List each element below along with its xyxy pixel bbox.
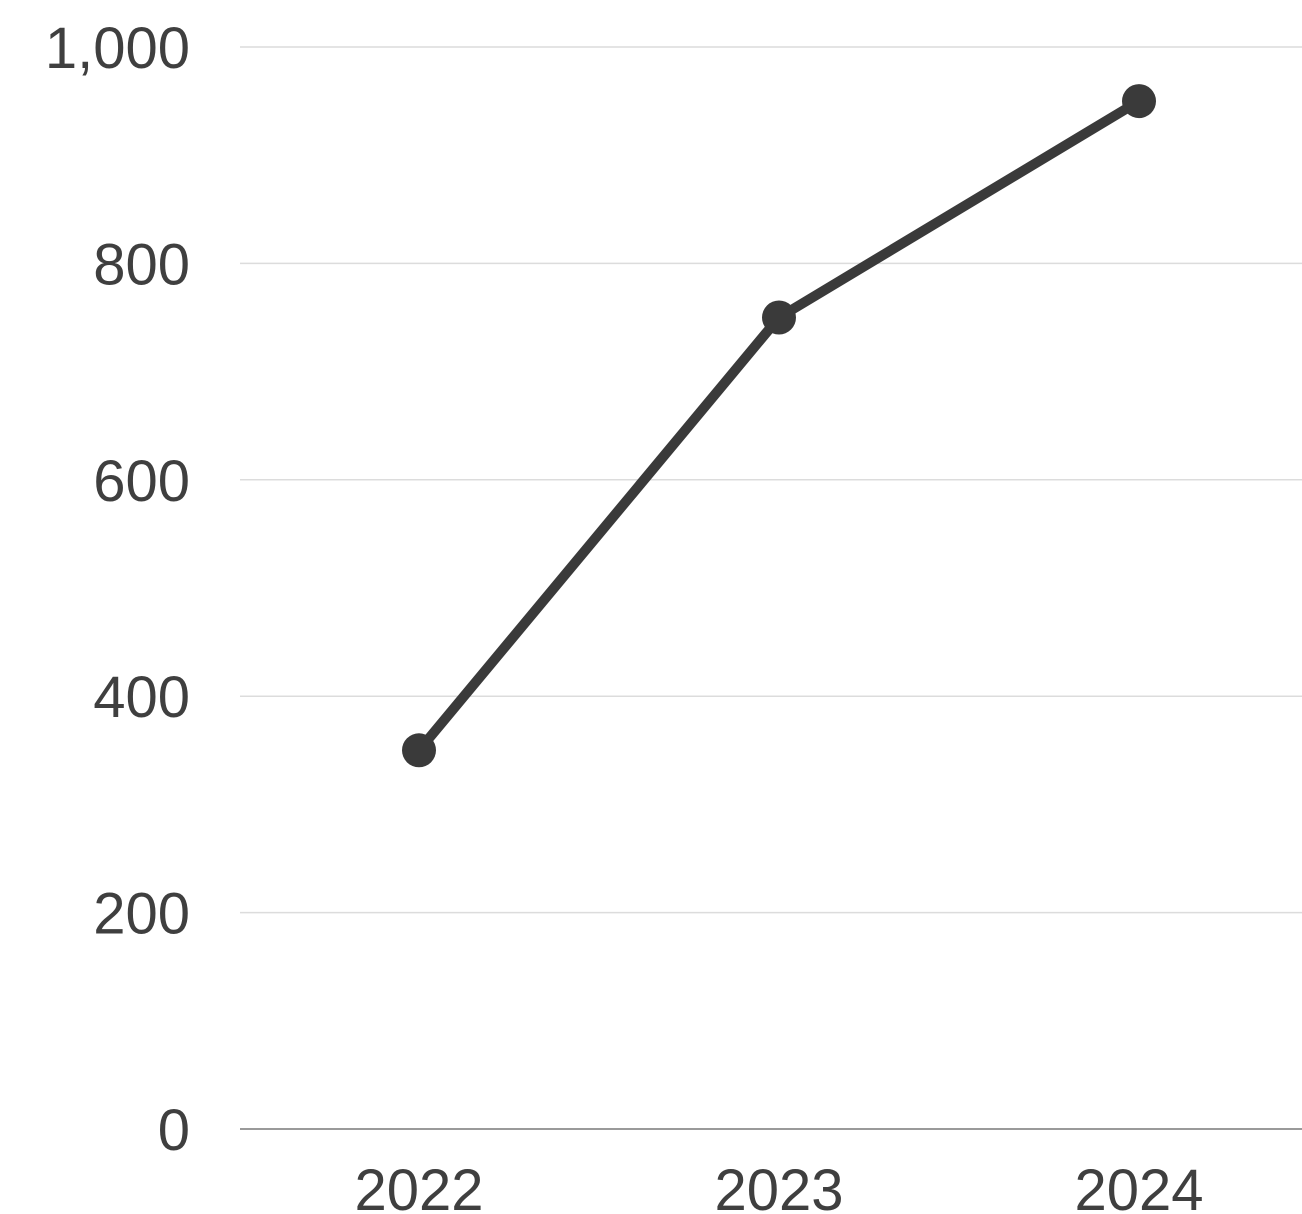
data-point xyxy=(402,733,436,768)
y-tick-label: 600 xyxy=(93,449,190,514)
y-tick-label: 800 xyxy=(93,232,190,297)
data-point xyxy=(762,300,796,335)
series xyxy=(402,84,1156,768)
y-tick-label: 0 xyxy=(158,1098,190,1163)
y-tick-label: 1,000 xyxy=(45,16,190,81)
x-tick-label: 2023 xyxy=(714,1158,843,1214)
x-axis-ticks: 2022 2023 2024 xyxy=(354,1158,1203,1214)
y-tick-label: 200 xyxy=(93,882,190,947)
x-tick-label: 2022 xyxy=(354,1158,483,1214)
series-line xyxy=(414,96,1144,756)
gridlines xyxy=(240,46,1302,1130)
x-tick-label: 2024 xyxy=(1074,1158,1203,1214)
y-axis-ticks: 0 200 400 600 800 1,000 xyxy=(45,16,190,1163)
y-tick-label: 400 xyxy=(93,665,190,730)
data-point xyxy=(1122,84,1156,119)
